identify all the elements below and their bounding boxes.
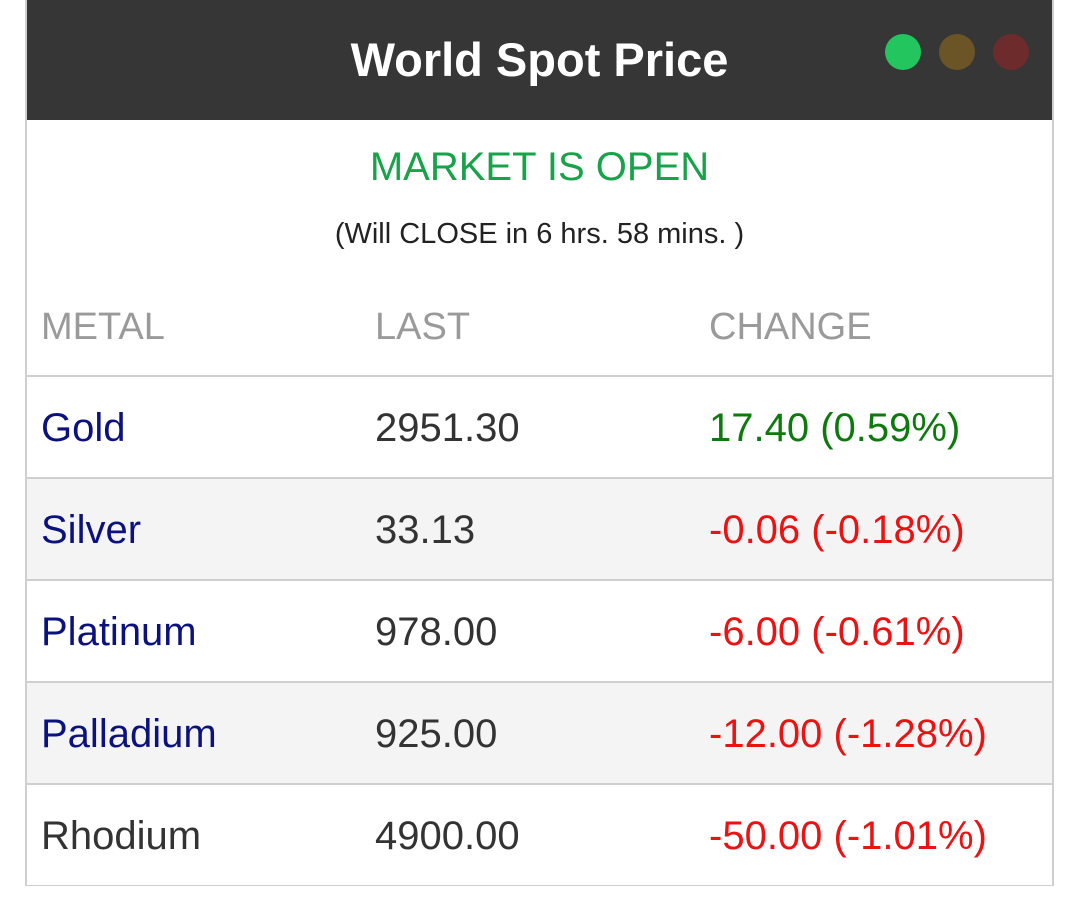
metal-link-gold[interactable]: Gold [41,406,126,450]
price-change: -6.00 (-0.61%) [709,610,965,654]
last-price: 978.00 [375,610,498,654]
last-price: 2951.30 [375,406,520,450]
table-row: Rhodium 4900.00 -50.00 (-1.01%) [27,783,1052,885]
last-price: 33.13 [375,508,476,552]
price-table: Gold 2951.30 17.40 (0.59%) Silver 33.13 … [27,375,1052,885]
last-price: 925.00 [375,712,498,756]
widget-header: World Spot Price [27,0,1052,120]
green-dot-icon [885,34,921,70]
price-change: 17.40 (0.59%) [709,406,961,450]
price-change: -0.06 (-0.18%) [709,508,965,552]
amber-dot-icon [939,34,975,70]
market-close-note: (Will CLOSE in 6 hrs. 58 mins. ) [334,218,745,250]
spot-price-widget: World Spot Price MARKET IS OPEN (Will CL… [25,0,1054,886]
metal-link-platinum[interactable]: Platinum [41,610,197,654]
last-price: 4900.00 [375,814,520,858]
metal-label-rhodium: Rhodium [41,814,202,858]
market-status: MARKET IS OPEN [369,145,710,189]
price-change: -12.00 (-1.28%) [709,712,987,756]
column-header-metal: METAL [41,306,165,348]
metal-link-silver[interactable]: Silver [41,508,142,552]
table-row: Palladium 925.00 -12.00 (-1.28%) [27,681,1052,783]
metal-link-palladium[interactable]: Palladium [41,712,217,756]
table-row: Silver 33.13 -0.06 (-0.18%) [27,477,1052,579]
price-change: -50.00 (-1.01%) [709,814,987,858]
red-dot-icon [993,34,1029,70]
column-header-last: LAST [375,306,471,348]
column-header-change: CHANGE [709,306,872,348]
table-row: Platinum 978.00 -6.00 (-0.61%) [27,579,1052,681]
widget-title: World Spot Price [350,33,729,86]
table-row: Gold 2951.30 17.40 (0.59%) [27,375,1052,477]
